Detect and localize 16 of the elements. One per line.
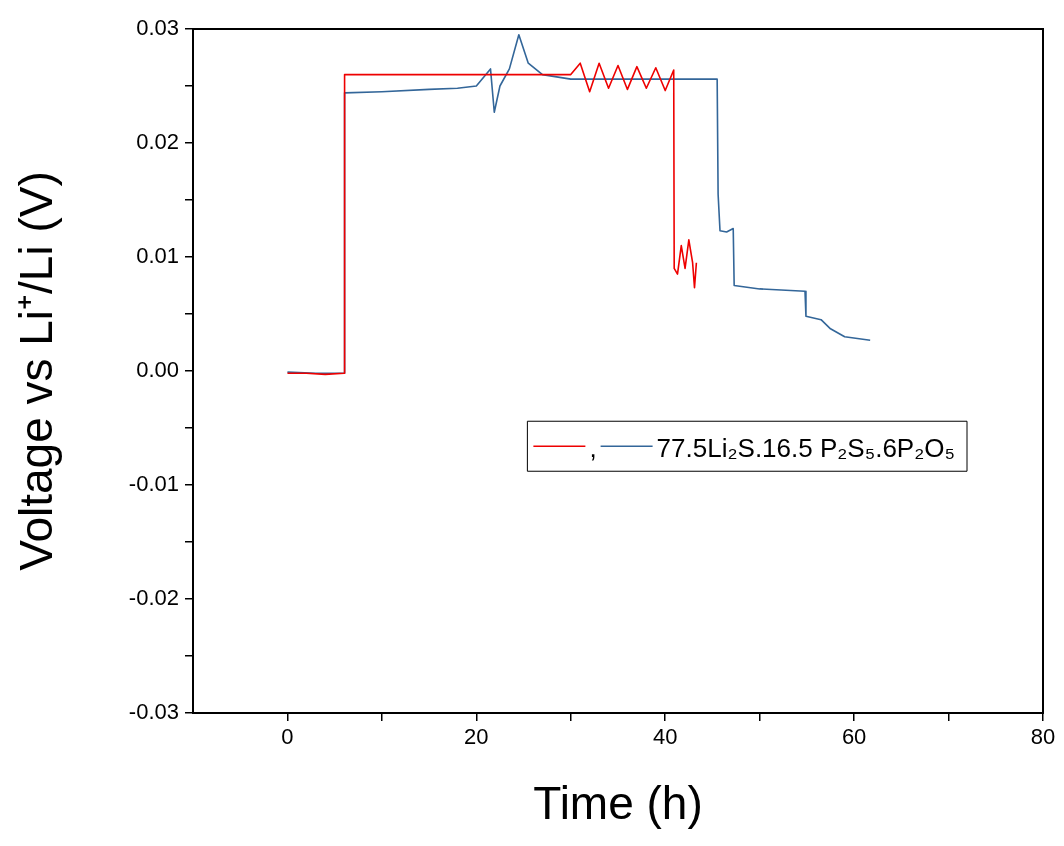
y-tick-label: 0.01 (136, 243, 179, 269)
x-tick-label: 20 (464, 724, 489, 750)
y-tick-label: -0.01 (128, 471, 179, 497)
x-tick-label: 80 (1030, 724, 1056, 750)
y-tick-label: 0.00 (136, 357, 179, 383)
y-axis-title: Voltage vs Li⁺/Li (V) (10, 171, 63, 571)
legend-label: 77.5Li₂S.16.5 P₂S₅.6P₂O₅ (656, 433, 955, 464)
y-tick-label: -0.02 (128, 585, 179, 611)
x-tick-label: 0 (281, 724, 294, 750)
x-tick-label: 60 (841, 724, 867, 750)
legend-label: , (589, 433, 597, 464)
x-tick-label: 40 (652, 724, 678, 750)
y-tick-label: -0.03 (128, 699, 179, 725)
y-tick-label: 0.03 (136, 15, 179, 41)
x-axis-title: Time (h) (533, 777, 703, 830)
y-tick-label: 0.02 (136, 129, 179, 155)
